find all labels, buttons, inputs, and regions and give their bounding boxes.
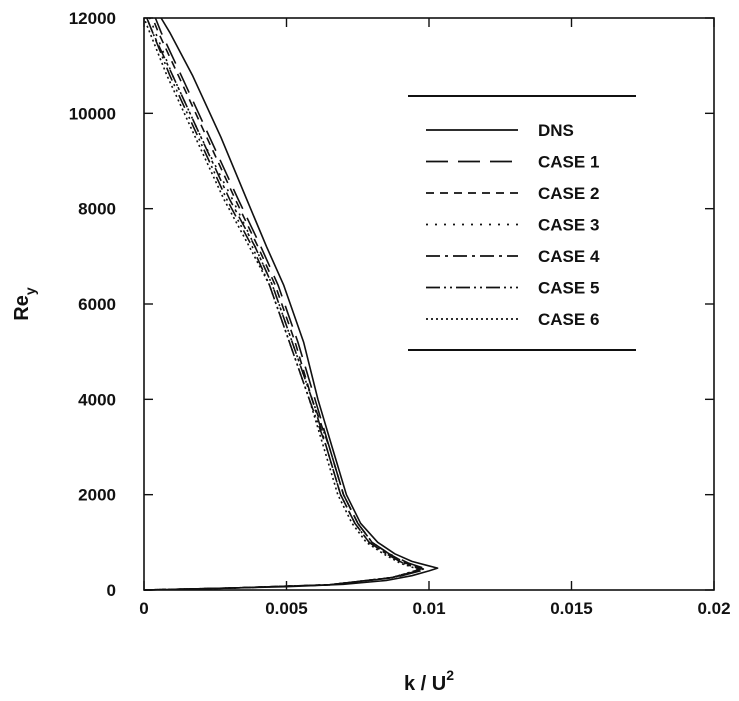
x-tick-label: 0.005 — [265, 599, 308, 618]
y-tick-label: 12000 — [69, 9, 116, 28]
legend-label-case-3: CASE 3 — [538, 216, 599, 235]
y-tick-label: 6000 — [78, 295, 116, 314]
legend-label-case-1: CASE 1 — [538, 153, 599, 172]
y-tick-label: 10000 — [69, 104, 116, 123]
legend-label-case-6: CASE 6 — [538, 310, 599, 329]
x-tick-label: 0.01 — [412, 599, 445, 618]
legend-label-dns: DNS — [538, 121, 574, 140]
y-tick-label: 2000 — [78, 486, 116, 505]
y-tick-label: 8000 — [78, 200, 116, 219]
series-line-case-6 — [143, 17, 419, 591]
axis-ticks: 0 0.005 0.01 0.015 0.02 0 2000 4000 6000 8000 1000… — [69, 9, 731, 618]
legend: DNS CASE 1 CASE 2 CASE 3 CASE 4 CASE 5 CASE 6 — [408, 95, 636, 351]
series-curves — [143, 17, 439, 591]
series-line-dns — [143, 17, 439, 591]
y-tick-label: 4000 — [78, 390, 116, 409]
legend-label-case-4: CASE 4 — [538, 247, 600, 266]
plot-frame — [143, 17, 715, 591]
legend-label-case-2: CASE 2 — [538, 184, 599, 203]
x-tick-label: 0.02 — [697, 599, 730, 618]
x-tick-label: 0.015 — [550, 599, 593, 618]
x-tick-label: 0 — [139, 599, 148, 618]
x-axis-title: k / U2 — [404, 667, 454, 695]
y-tick-label: 0 — [107, 581, 116, 600]
y-axis-title: Rey — [11, 287, 38, 321]
legend-label-case-5: CASE 5 — [538, 279, 599, 298]
series-line-case-3 — [143, 17, 425, 591]
series-line-case-5 — [143, 17, 422, 591]
series-line-case-2 — [143, 17, 425, 591]
